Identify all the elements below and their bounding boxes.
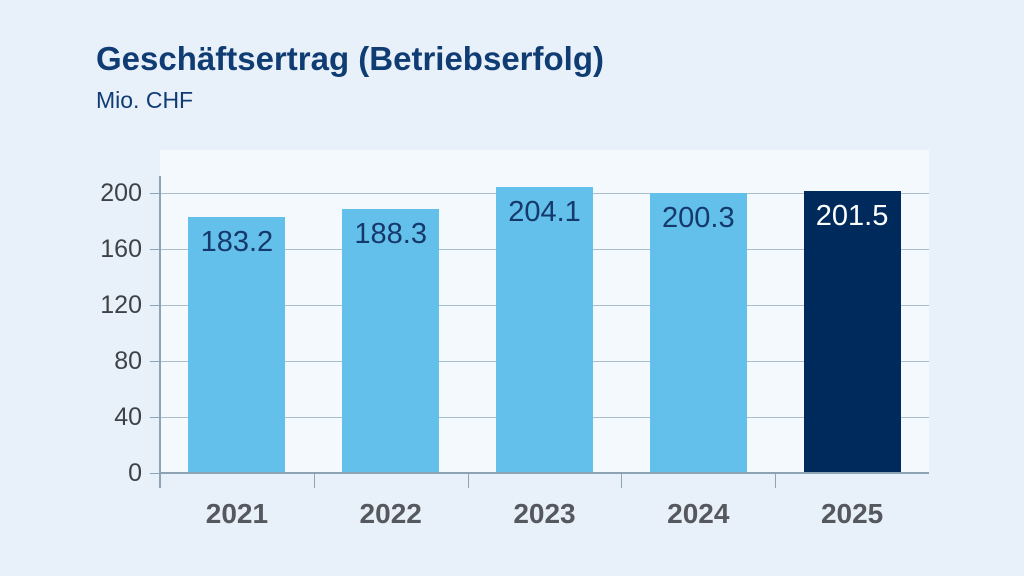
y-tick-label-40: 40 (114, 403, 142, 431)
bar-value-label-2025: 201.5 (815, 199, 889, 232)
y-tick-label-160: 160 (100, 235, 142, 263)
bar-2025 (803, 190, 901, 473)
y-tick-80 (150, 361, 160, 362)
bar-2024 (649, 192, 747, 473)
y-tick-label-120: 120 (100, 291, 142, 319)
chart-subtitle: Mio. CHF (96, 87, 194, 113)
x-category-label-2025: 2025 (820, 498, 884, 529)
x-category-label-2021: 2021 (205, 498, 269, 529)
x-category-label-2024: 2024 (667, 498, 730, 529)
y-tick-200 (150, 193, 160, 194)
bar-2023 (496, 187, 593, 473)
bar-value-label-2021: 183.2 (200, 225, 274, 258)
y-tick-0 (150, 473, 160, 474)
y-tick-160 (150, 249, 160, 250)
y-tick-label-0: 0 (128, 459, 142, 487)
bar-2022 (342, 209, 440, 473)
x-category-label-2023: 2023 (513, 498, 576, 529)
y-tick-label-80: 80 (114, 347, 142, 375)
y-tick-40 (150, 417, 160, 418)
y-axis-line (159, 176, 161, 488)
y-tick-120 (150, 305, 160, 306)
category-boundary-tick (775, 473, 777, 488)
category-boundary-tick (467, 473, 469, 488)
chart-title: Geschäftsertrag (Betriebserfolg) (96, 40, 604, 77)
bar-2021 (188, 216, 286, 473)
x-category-label-2022: 2022 (359, 498, 422, 529)
bar-value-label-2023: 204.1 (508, 196, 581, 229)
x-axis-line (160, 472, 929, 474)
y-tick-label-200: 200 (100, 179, 142, 207)
category-boundary-tick (621, 473, 623, 488)
bar-value-label-2022: 188.3 (354, 218, 427, 251)
category-boundary-tick (313, 473, 315, 488)
bar-value-label-2024: 200.3 (662, 201, 735, 234)
